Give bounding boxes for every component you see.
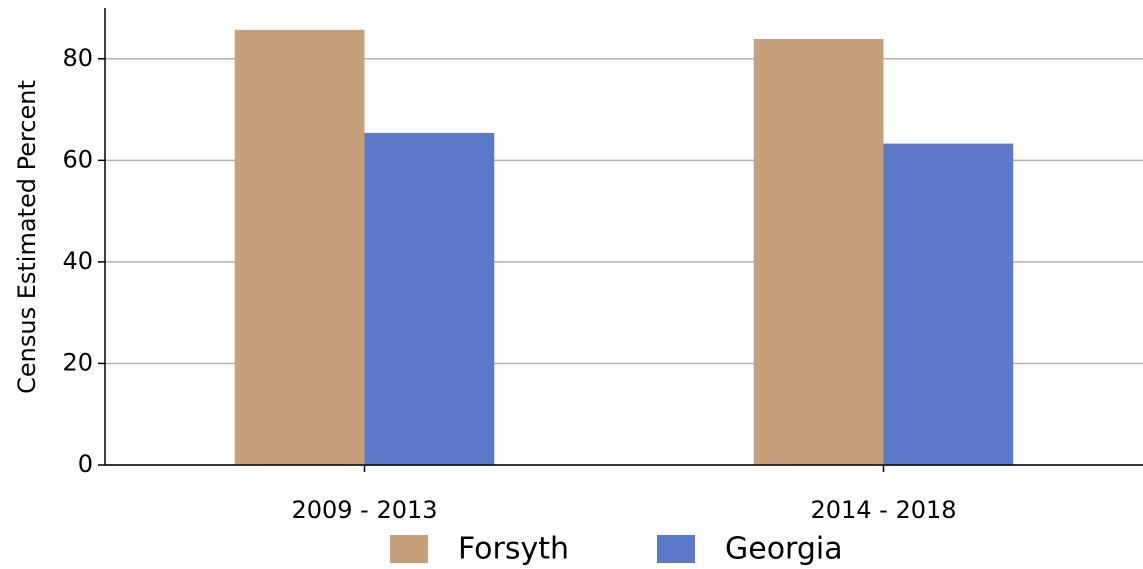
y-axis-label: Census Estimated Percent [13,80,41,394]
legend-label: Forsyth [458,532,569,567]
x-tick-label: 2009 - 2013 [291,496,437,524]
bar [234,29,365,466]
legend-label: Georgia [725,532,843,567]
y-tick-label: 80 [62,44,93,72]
legend-swatch [390,535,428,563]
y-tick-label: 0 [78,450,93,478]
y-tick-label: 40 [62,247,93,275]
bar [364,132,495,465]
y-tick-label: 20 [62,348,93,376]
bar [753,38,884,465]
bar [883,143,1014,465]
legend-swatch [657,535,695,563]
x-tick-label: 2014 - 2018 [810,496,956,524]
y-tick-label: 60 [62,145,93,173]
